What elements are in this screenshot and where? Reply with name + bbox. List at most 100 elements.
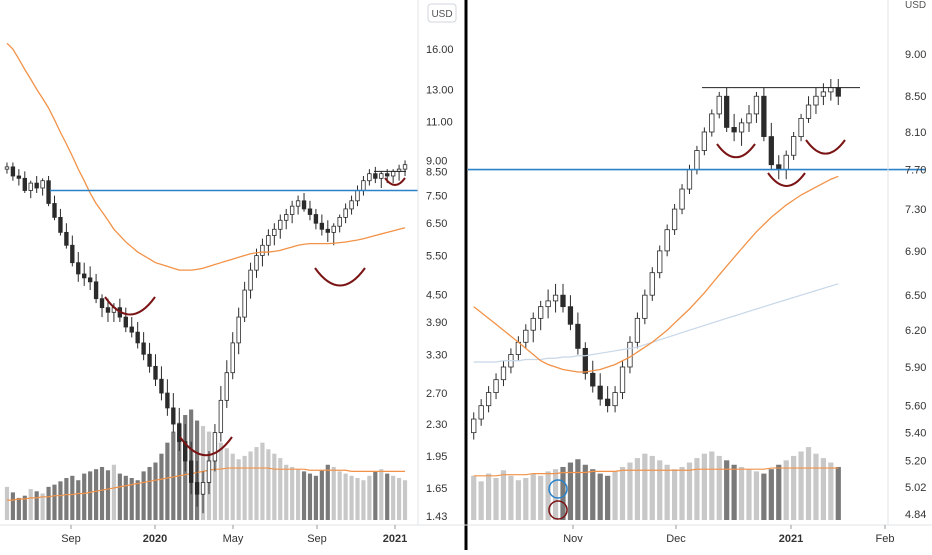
left-candle bbox=[242, 281, 247, 322]
left-volume-bar bbox=[224, 448, 229, 520]
left-currency-badge bbox=[427, 3, 457, 23]
right-volume-ma-line bbox=[473, 467, 839, 477]
right-candle bbox=[552, 283, 559, 313]
right-candle bbox=[761, 87, 767, 142]
right-candle bbox=[478, 399, 484, 426]
candle-body bbox=[560, 294, 566, 308]
right-volume-bar bbox=[575, 459, 581, 520]
left-candle bbox=[87, 266, 93, 291]
right-candle bbox=[671, 204, 678, 235]
left-candle bbox=[22, 171, 27, 194]
left-candle bbox=[70, 235, 75, 267]
left-currency-label: USD bbox=[431, 9, 452, 20]
right-candle bbox=[657, 245, 663, 279]
candle-body bbox=[331, 225, 336, 233]
right-volume-bar bbox=[716, 455, 722, 520]
right-candle bbox=[664, 224, 670, 257]
left-candle bbox=[52, 195, 57, 221]
candle-body bbox=[701, 131, 707, 151]
left-candle bbox=[105, 298, 111, 322]
left-volume-bar bbox=[135, 480, 140, 520]
candle-body bbox=[40, 180, 45, 189]
candle-body bbox=[224, 372, 229, 401]
left-volume-bar bbox=[40, 493, 45, 520]
left-candle bbox=[301, 193, 307, 212]
right-volume-bar bbox=[485, 473, 492, 520]
candle-body bbox=[355, 190, 360, 202]
right-annotations bbox=[548, 139, 846, 520]
left-price-axis: USD 16.00 13.00 11.00 9.008.50 7.50 6.50 5.50 4… bbox=[417, 0, 457, 525]
right-candle bbox=[560, 283, 566, 313]
candle-body bbox=[619, 366, 626, 393]
left-volume-bar bbox=[34, 491, 39, 520]
left-volume-bar bbox=[52, 484, 57, 520]
left-volume-bar bbox=[379, 469, 384, 520]
left-price-tick: 16.00 bbox=[426, 44, 454, 56]
candle-body bbox=[828, 87, 834, 93]
candle-body bbox=[123, 316, 128, 328]
right-candle bbox=[798, 113, 804, 142]
candle-body bbox=[791, 136, 797, 156]
candle-body bbox=[402, 164, 408, 170]
candle-body bbox=[10, 166, 16, 177]
right-candle bbox=[500, 360, 507, 387]
candle-body bbox=[165, 392, 170, 409]
left-volume-bar bbox=[236, 459, 241, 520]
left-date-tick-label: Sep bbox=[61, 533, 81, 545]
right-price-axis: USD 9.00 8.50 8.10 7.70 7.30 6.90 6.50 6.20 5.90… bbox=[887, 0, 926, 525]
candle-body bbox=[272, 228, 277, 236]
left-volume-bar bbox=[278, 458, 283, 520]
right-volume-bar bbox=[813, 453, 819, 520]
right-volume-bar bbox=[686, 462, 693, 520]
left-date-tick-label: Sep bbox=[307, 533, 327, 545]
left-candle bbox=[64, 223, 69, 249]
right-price-tick: 4.84 bbox=[905, 509, 926, 521]
left-volume-bar bbox=[111, 464, 116, 520]
right-candle bbox=[493, 373, 499, 400]
candle-body bbox=[820, 91, 827, 97]
candle-body bbox=[694, 150, 700, 170]
left-candle bbox=[284, 208, 289, 230]
right-candle bbox=[590, 360, 596, 393]
right-candle bbox=[612, 386, 618, 413]
right-candle bbox=[530, 312, 536, 343]
candle-body bbox=[379, 173, 384, 179]
right-date-tick-label: Dec bbox=[666, 533, 686, 545]
right-candlesticks bbox=[471, 78, 841, 440]
left-candle bbox=[165, 379, 170, 416]
left-candle bbox=[295, 195, 301, 215]
left-volume-bar bbox=[159, 453, 164, 520]
right-price-tick: 9.00 bbox=[905, 49, 926, 61]
right-volume-bar bbox=[657, 460, 663, 520]
candle-body bbox=[22, 177, 27, 191]
right-candle bbox=[523, 324, 529, 349]
right-candle bbox=[485, 386, 492, 413]
left-volume-bar bbox=[319, 470, 324, 520]
left-price-tick: 5.50 bbox=[426, 251, 447, 263]
candle-body bbox=[200, 482, 206, 495]
left-volume-bar bbox=[94, 469, 99, 520]
left-candle bbox=[325, 220, 330, 242]
right-candle bbox=[582, 342, 588, 380]
left-volume-bar bbox=[361, 480, 366, 520]
right-candle bbox=[716, 91, 722, 119]
candle-body bbox=[82, 273, 87, 279]
right-volume-bar bbox=[724, 460, 730, 520]
right-candle bbox=[575, 312, 581, 355]
right-price-tick: 7.70 bbox=[905, 165, 926, 177]
candle-body bbox=[46, 180, 51, 204]
left-chart-panel bbox=[0, 0, 418, 550]
candle-body bbox=[485, 392, 492, 407]
candle-body bbox=[471, 418, 477, 434]
left-candle bbox=[373, 166, 378, 184]
left-price-tick: 2.30 bbox=[426, 419, 447, 431]
candle-body bbox=[87, 277, 93, 283]
left-candle bbox=[236, 307, 241, 355]
candle-body bbox=[373, 173, 378, 179]
candle-body bbox=[325, 228, 330, 233]
left-candle bbox=[206, 451, 212, 495]
left-volume-bar bbox=[290, 466, 295, 520]
candle-body bbox=[319, 222, 325, 230]
right-date-ticks: Nov Dec 2021 Feb bbox=[563, 525, 894, 545]
